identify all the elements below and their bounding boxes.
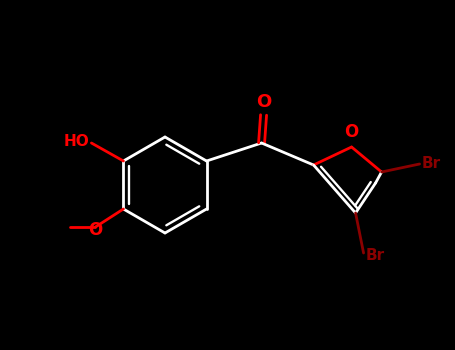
Text: Br: Br xyxy=(422,156,441,172)
Text: O: O xyxy=(256,93,271,111)
Text: HO: HO xyxy=(64,133,90,148)
Text: O: O xyxy=(88,221,102,239)
Text: Br: Br xyxy=(365,247,384,262)
Text: O: O xyxy=(344,123,359,141)
